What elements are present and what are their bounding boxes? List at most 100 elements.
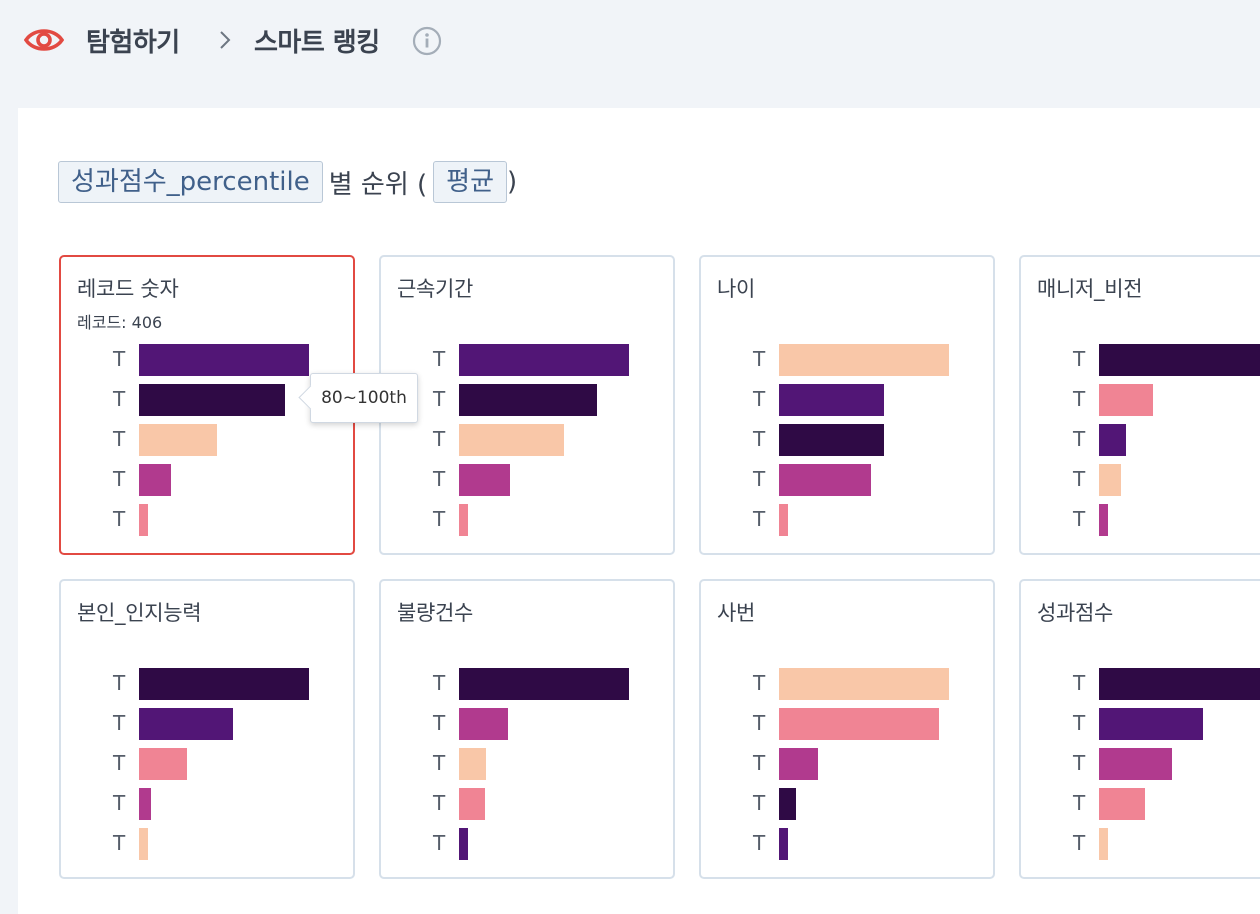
bar[interactable] (779, 708, 939, 740)
bar-row[interactable]: T (381, 384, 673, 416)
bar-label: T (1073, 427, 1086, 451)
ranking-card[interactable]: 매니저_비전 T T T T T (1019, 255, 1260, 555)
bar[interactable] (1099, 828, 1108, 860)
bar-row[interactable]: T (381, 424, 673, 456)
bar-label: T (753, 751, 766, 775)
bar[interactable] (139, 828, 148, 860)
ranking-card[interactable]: 불량건수 T T T T T (379, 579, 675, 879)
bar[interactable] (1099, 384, 1153, 416)
bar[interactable] (1099, 464, 1121, 496)
bar[interactable] (1099, 668, 1260, 700)
bar-row[interactable]: T (701, 504, 993, 536)
bar[interactable] (459, 464, 510, 496)
bar-row[interactable]: T (61, 708, 353, 740)
bar[interactable] (139, 788, 151, 820)
bar-row[interactable]: T (1021, 344, 1260, 376)
ranking-card[interactable]: 근속기간 T T T T T (379, 255, 675, 555)
bar[interactable] (459, 424, 564, 456)
card-title: 레코드 숫자 (77, 277, 179, 301)
bar-label: T (113, 387, 126, 411)
bar-row[interactable]: T (381, 748, 673, 780)
bar-row[interactable]: T (701, 748, 993, 780)
info-icon[interactable] (412, 26, 442, 56)
bar[interactable] (139, 748, 187, 780)
bar[interactable] (779, 668, 949, 700)
bar-row[interactable]: T (381, 828, 673, 860)
bar[interactable] (139, 384, 285, 416)
bar-row[interactable]: T (1021, 668, 1260, 700)
bar[interactable] (779, 424, 884, 456)
eye-icon[interactable] (24, 25, 64, 55)
bar[interactable] (779, 748, 818, 780)
bar[interactable] (1099, 788, 1145, 820)
bar-row[interactable]: T (1021, 828, 1260, 860)
bar[interactable] (459, 668, 629, 700)
bar-row[interactable]: T (701, 668, 993, 700)
bar-label: T (753, 387, 766, 411)
bar[interactable] (139, 504, 148, 536)
bar[interactable] (459, 828, 468, 860)
measure-pill[interactable]: 성과점수_percentile (58, 161, 323, 203)
bar-row[interactable]: T (61, 464, 353, 496)
bar-label: T (433, 671, 446, 695)
bar-row[interactable]: T (701, 464, 993, 496)
bar[interactable] (459, 384, 597, 416)
bar[interactable] (139, 424, 217, 456)
bar[interactable] (139, 668, 309, 700)
bar[interactable] (779, 464, 871, 496)
bar-row[interactable]: T (61, 384, 353, 416)
bar[interactable] (459, 504, 468, 536)
bar-row[interactable]: T (1021, 748, 1260, 780)
bar-row[interactable]: T (381, 464, 673, 496)
bar[interactable] (779, 788, 796, 820)
bar-row[interactable]: T (701, 344, 993, 376)
bar-row[interactable]: T (381, 344, 673, 376)
bar-row[interactable]: T (381, 668, 673, 700)
ranking-card[interactable]: 나이 T T T T T (699, 255, 995, 555)
bar-row[interactable]: T (381, 504, 673, 536)
bar[interactable] (459, 788, 485, 820)
breadcrumb-root[interactable]: 탐험하기 (86, 28, 180, 58)
bar-row[interactable]: T (701, 828, 993, 860)
bar[interactable] (139, 464, 171, 496)
bar-row[interactable]: T (701, 708, 993, 740)
bar-row[interactable]: T (61, 828, 353, 860)
bar-row[interactable]: T (1021, 464, 1260, 496)
bar[interactable] (459, 344, 629, 376)
bar-row[interactable]: T (61, 788, 353, 820)
bar[interactable] (1099, 748, 1172, 780)
bar-row[interactable]: T (61, 668, 353, 700)
ranking-card[interactable]: 사번 T T T T T (699, 579, 995, 879)
bar[interactable] (779, 344, 949, 376)
bar[interactable] (459, 748, 486, 780)
bar[interactable] (1099, 344, 1260, 376)
bar-row[interactable]: T (61, 424, 353, 456)
bar[interactable] (779, 828, 788, 860)
ranking-card[interactable]: 본인_인지능력 T T T T T (59, 579, 355, 879)
bar-row[interactable]: T (61, 504, 353, 536)
bar-row[interactable]: T (701, 384, 993, 416)
ranking-card[interactable]: 성과점수 T T T T T (1019, 579, 1260, 879)
bar[interactable] (1099, 424, 1126, 456)
bar-row[interactable]: T (1021, 504, 1260, 536)
bar-row[interactable]: T (381, 788, 673, 820)
bar[interactable] (1099, 504, 1108, 536)
bar-row[interactable]: T (1021, 424, 1260, 456)
bar-row[interactable]: T (701, 788, 993, 820)
bar-row[interactable]: T (1021, 788, 1260, 820)
bar-row[interactable]: T (381, 708, 673, 740)
bar[interactable] (139, 344, 309, 376)
bar-row[interactable]: T (1021, 708, 1260, 740)
bar[interactable] (779, 384, 884, 416)
bar[interactable] (459, 708, 508, 740)
bar-row[interactable]: T (61, 344, 353, 376)
bar[interactable] (779, 504, 788, 536)
card-title: 나이 (717, 277, 756, 301)
aggregate-pill[interactable]: 평균 (433, 161, 507, 203)
bar-label: T (433, 507, 446, 531)
bar-row[interactable]: T (701, 424, 993, 456)
bar-row[interactable]: T (61, 748, 353, 780)
bar-row[interactable]: T (1021, 384, 1260, 416)
bar[interactable] (139, 708, 233, 740)
bar[interactable] (1099, 708, 1203, 740)
